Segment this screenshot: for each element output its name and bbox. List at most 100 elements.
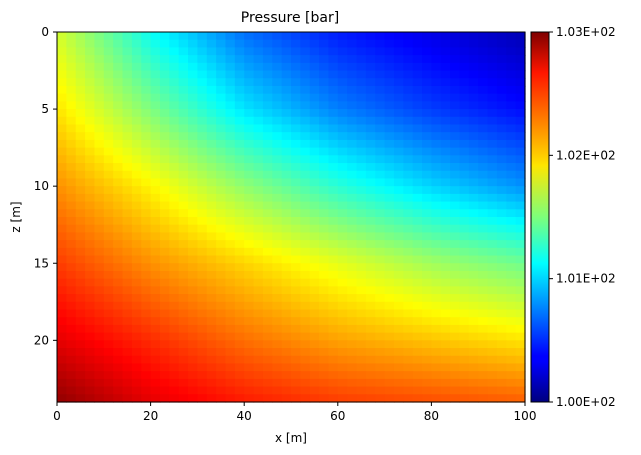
heatmap-cell: [291, 371, 301, 380]
heatmap-cell: [365, 201, 376, 210]
heatmap-cell: [206, 394, 217, 403]
heatmap-cell: [234, 201, 245, 210]
heatmap-cell: [319, 309, 330, 318]
heatmap-cell: [515, 155, 526, 164]
heatmap-cell: [188, 386, 198, 395]
heatmap-cell: [122, 85, 133, 95]
heatmap-cell: [234, 324, 245, 334]
heatmap-cell: [328, 394, 339, 403]
heatmap-cell: [487, 355, 498, 365]
heatmap-cell: [234, 286, 245, 295]
heatmap-cell: [66, 278, 77, 287]
heatmap-cell: [468, 224, 479, 234]
heatmap-cell: [169, 170, 180, 180]
heatmap-cell: [431, 332, 442, 341]
heatmap-cell: [94, 101, 105, 110]
heatmap-cell: [141, 101, 152, 110]
heatmap-cell: [487, 255, 498, 264]
heatmap-cell: [94, 116, 105, 126]
heatmap-cell: [131, 85, 142, 95]
heatmap-cell: [197, 224, 208, 234]
heatmap-cell: [159, 209, 170, 218]
heatmap-cell: [262, 286, 273, 295]
heatmap-cell: [216, 209, 227, 218]
heatmap-cell: [225, 193, 236, 203]
heatmap-cell: [468, 186, 479, 195]
heatmap-cell: [159, 47, 170, 56]
heatmap-cell: [281, 39, 292, 49]
heatmap-cell: [159, 309, 170, 318]
heatmap-cell: [206, 70, 217, 79]
heatmap-cell: [375, 47, 386, 56]
heatmap-cell: [216, 255, 227, 264]
heatmap-cell: [75, 217, 86, 226]
heatmap-cell: [94, 155, 105, 164]
heatmap-cell: [459, 62, 470, 72]
heatmap-cell: [309, 178, 320, 187]
heatmap-cell: [478, 209, 489, 218]
heatmap-cell: [188, 32, 198, 41]
heatmap-cell: [66, 32, 77, 41]
heatmap-cell: [393, 62, 404, 72]
heatmap-cell: [262, 132, 273, 141]
heatmap-cell: [384, 232, 395, 241]
heatmap-cell: [103, 55, 114, 64]
heatmap-cell: [300, 55, 311, 64]
heatmap-cell: [94, 163, 105, 172]
heatmap-cell: [150, 255, 161, 264]
heatmap-cell: [468, 170, 479, 180]
heatmap-cell: [487, 247, 498, 257]
heatmap-cell: [450, 186, 461, 195]
heatmap-cell: [169, 139, 180, 149]
heatmap-cell: [347, 270, 358, 280]
heatmap-cell: [328, 32, 339, 41]
heatmap-cell: [253, 240, 264, 249]
heatmap-cell: [169, 278, 180, 287]
heatmap-cell: [459, 170, 470, 180]
heatmap-cell: [272, 317, 283, 326]
heatmap-cell: [281, 193, 292, 203]
heatmap-cell: [459, 163, 470, 172]
heatmap-cell: [459, 124, 470, 133]
heatmap-cell: [131, 47, 142, 56]
heatmap-cell: [272, 139, 283, 149]
heatmap-cell: [272, 178, 283, 187]
y-tick-label: 0: [41, 25, 49, 39]
heatmap-cell: [188, 309, 198, 318]
heatmap-cell: [431, 209, 442, 218]
heatmap-cell: [384, 39, 395, 49]
heatmap-cell: [150, 163, 161, 172]
heatmap-cell: [66, 178, 77, 187]
heatmap-cell: [85, 155, 96, 164]
heatmap-cell: [347, 178, 358, 187]
heatmap-cell: [57, 78, 67, 87]
heatmap-cell: [319, 224, 330, 234]
heatmap-cell: [244, 209, 255, 218]
heatmap-cell: [403, 101, 414, 110]
heatmap-cell: [365, 270, 376, 280]
heatmap-cell: [384, 247, 395, 257]
heatmap-cell: [178, 324, 189, 334]
heatmap-cell: [393, 209, 404, 218]
heatmap-cell: [478, 32, 489, 41]
heatmap-cell: [515, 317, 526, 326]
heatmap-cell: [337, 55, 348, 64]
heatmap-cell: [159, 371, 170, 380]
heatmap-cell: [506, 201, 517, 210]
heatmap-cell: [459, 363, 470, 372]
heatmap-cell: [75, 39, 86, 49]
heatmap-cell: [150, 263, 161, 272]
heatmap-cell: [375, 240, 386, 249]
heatmap-cell: [66, 85, 77, 95]
heatmap-cell: [450, 378, 461, 388]
heatmap-cell: [375, 163, 386, 172]
heatmap-cell: [515, 39, 526, 49]
heatmap-cell: [253, 47, 264, 56]
heatmap-cell: [487, 85, 498, 95]
heatmap-cell: [459, 309, 470, 318]
heatmap-cell: [300, 294, 311, 303]
heatmap-cell: [244, 32, 255, 41]
heatmap-cell: [393, 363, 404, 372]
heatmap-cell: [309, 109, 320, 118]
heatmap-cell: [459, 301, 470, 311]
